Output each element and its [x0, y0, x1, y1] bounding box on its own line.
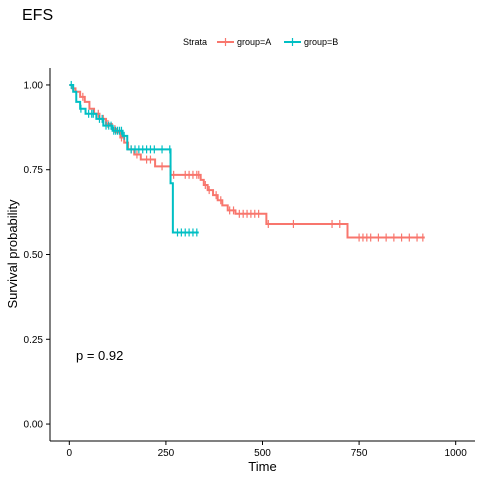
survival-curve-group-b	[69, 83, 199, 234]
p-value-annotation: p = 0.92	[76, 348, 123, 363]
legend-label-group-a: group=A	[237, 37, 271, 47]
x-tick-label: 1000	[445, 448, 468, 459]
series-group-a	[69, 83, 425, 242]
x-tick-label: 500	[254, 448, 271, 459]
x-tick-label: 0	[67, 448, 73, 459]
series-group-b	[69, 80, 199, 237]
series-layer	[69, 80, 425, 242]
x-ticks: 0 250 500 750 1000	[67, 441, 468, 459]
x-axis-label: Time	[248, 459, 276, 474]
y-ticks: 0.00 0.25 0.50 0.75 1.00	[24, 80, 50, 431]
y-tick-label: 0.50	[24, 250, 44, 261]
legend: Strata group=A group=B	[183, 37, 338, 47]
plot-area: 0.00 0.25 0.50 0.75 1.00 0 250 500 750 1000	[24, 68, 475, 459]
legend-title: Strata	[183, 37, 207, 47]
y-tick-label: 0.75	[24, 165, 44, 176]
x-tick-label: 750	[351, 448, 368, 459]
y-axis-label: Survival probability	[5, 199, 20, 309]
y-tick-label: 0.00	[24, 420, 44, 431]
y-tick-label: 1.00	[24, 80, 44, 91]
x-tick-label: 250	[158, 448, 175, 459]
survival-curve-group-a	[69, 83, 425, 239]
y-tick-label: 0.25	[24, 335, 44, 346]
chart-title: EFS	[22, 7, 53, 24]
legend-label-group-b: group=B	[304, 37, 338, 47]
